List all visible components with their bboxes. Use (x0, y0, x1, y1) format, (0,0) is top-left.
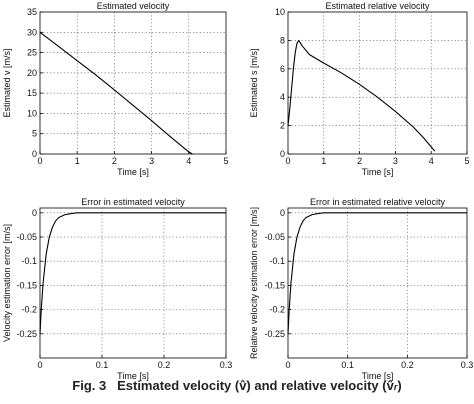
x-tick-label: 1 (75, 156, 80, 166)
y-tick-label: 25 (27, 48, 37, 58)
y-tick-label: -0.1 (269, 256, 285, 266)
caption-end: ) (397, 378, 402, 393)
chart-title: Error in estimated relative velocity (310, 197, 446, 207)
y-tick-label: 0 (32, 208, 37, 218)
y-tick-label: 10 (27, 108, 37, 118)
y-tick-label: 6 (280, 64, 285, 74)
x-tick-label: 5 (464, 156, 469, 166)
y-tick-label: -0.25 (264, 329, 285, 339)
series-line-1 (287, 212, 467, 334)
plot-frame (287, 11, 468, 155)
x-tick-label: 2 (357, 156, 362, 166)
y-tick-label: 20 (27, 68, 37, 78)
chart-panel-2: 0 1 2 3 4 5 0 2 4 6 8 10 Estimated relative velocity… (249, 1, 470, 177)
y-tick-label: 2 (280, 121, 285, 131)
y-tick-label: -0.15 (16, 280, 37, 290)
y-tick-label: -0.05 (264, 232, 285, 242)
y-tick-label: 4 (280, 92, 285, 102)
y-tick-label: 8 (280, 35, 285, 45)
y-tick-label: -0.15 (264, 280, 285, 290)
y-tick-label: 0 (280, 208, 285, 218)
x-tick-label: 0.2 (401, 360, 414, 370)
y-tick-label: -0.05 (16, 232, 37, 242)
series-line-1 (287, 39, 436, 152)
chart-panel-1: 0 1 2 3 4 5 0 5 10 15 20 25 30 35 Estimated velocity Ti… (2, 1, 229, 177)
plot-frame (287, 207, 468, 359)
x-tick-label: 1 (321, 156, 326, 166)
y-tick-label: 0 (280, 149, 285, 159)
plot-frame (39, 11, 227, 155)
x-tick-label: 0 (285, 360, 290, 370)
y-tick-label: 0 (32, 149, 37, 159)
x-axis-label: Time [s] (117, 167, 149, 177)
x-tick-label: 0 (37, 360, 42, 370)
chart-panel-4: 0 0.1 0.2 0.3 0 -0.05 -0.1 -0.15 -0.2 -0.25 Error … (249, 197, 473, 381)
chart-title: Estimated velocity (97, 1, 170, 11)
x-tick-label: 0.2 (158, 360, 171, 370)
y-tick-label: 10 (275, 7, 285, 17)
x-axis-label: Time [s] (117, 371, 149, 381)
x-tick-label: 0 (37, 156, 42, 166)
y-axis-label: Velocity estimation error [m/s] (2, 224, 12, 342)
figure-caption: Fig. 3 Estimated velocity (v̂) and relat… (0, 378, 474, 393)
plot-frame (39, 207, 227, 359)
caption-text: Estimated velocity (v̂) and relative vel… (117, 378, 394, 393)
y-axis-label: Estimated v [m/s] (2, 48, 12, 117)
y-tick-label: -0.2 (269, 305, 285, 315)
y-tick-label: 15 (27, 88, 37, 98)
y-tick-label: 30 (27, 27, 37, 37)
x-tick-label: 4 (186, 156, 191, 166)
chart-title: Estimated relative velocity (325, 1, 430, 11)
y-tick-label: 5 (32, 129, 37, 139)
y-axis-label: Estimated s [m/s] (249, 48, 259, 117)
y-tick-label: -0.25 (16, 329, 37, 339)
x-tick-label: 0 (285, 156, 290, 166)
x-tick-label: 4 (429, 156, 434, 166)
y-tick-label: -0.2 (21, 305, 37, 315)
y-tick-label: -0.1 (21, 256, 37, 266)
x-tick-label: 5 (223, 156, 228, 166)
x-tick-label: 3 (393, 156, 398, 166)
x-tick-label: 0.1 (96, 360, 109, 370)
y-tick-label: 35 (27, 7, 37, 17)
caption-subscript: r (393, 382, 398, 392)
series-line-1 (39, 212, 226, 334)
x-tick-label: 0.3 (220, 360, 233, 370)
x-axis-label: Time [s] (362, 167, 394, 177)
x-tick-label: 2 (112, 156, 117, 166)
x-tick-label: 3 (149, 156, 154, 166)
series-line-1 (39, 31, 193, 155)
chart-panel-3: 0 0.1 0.2 0.3 0 -0.05 -0.1 -0.15 -0.2 -0.25 Error … (2, 197, 232, 381)
x-tick-label: 0.3 (461, 360, 474, 370)
x-axis-label: Time [s] (362, 371, 394, 381)
caption-label: Fig. 3 (72, 378, 107, 393)
y-axis-label: Relative velocity estimation error [m/s] (249, 207, 259, 359)
chart-title: Error in estimated velocity (81, 197, 185, 207)
x-tick-label: 0.1 (341, 360, 354, 370)
